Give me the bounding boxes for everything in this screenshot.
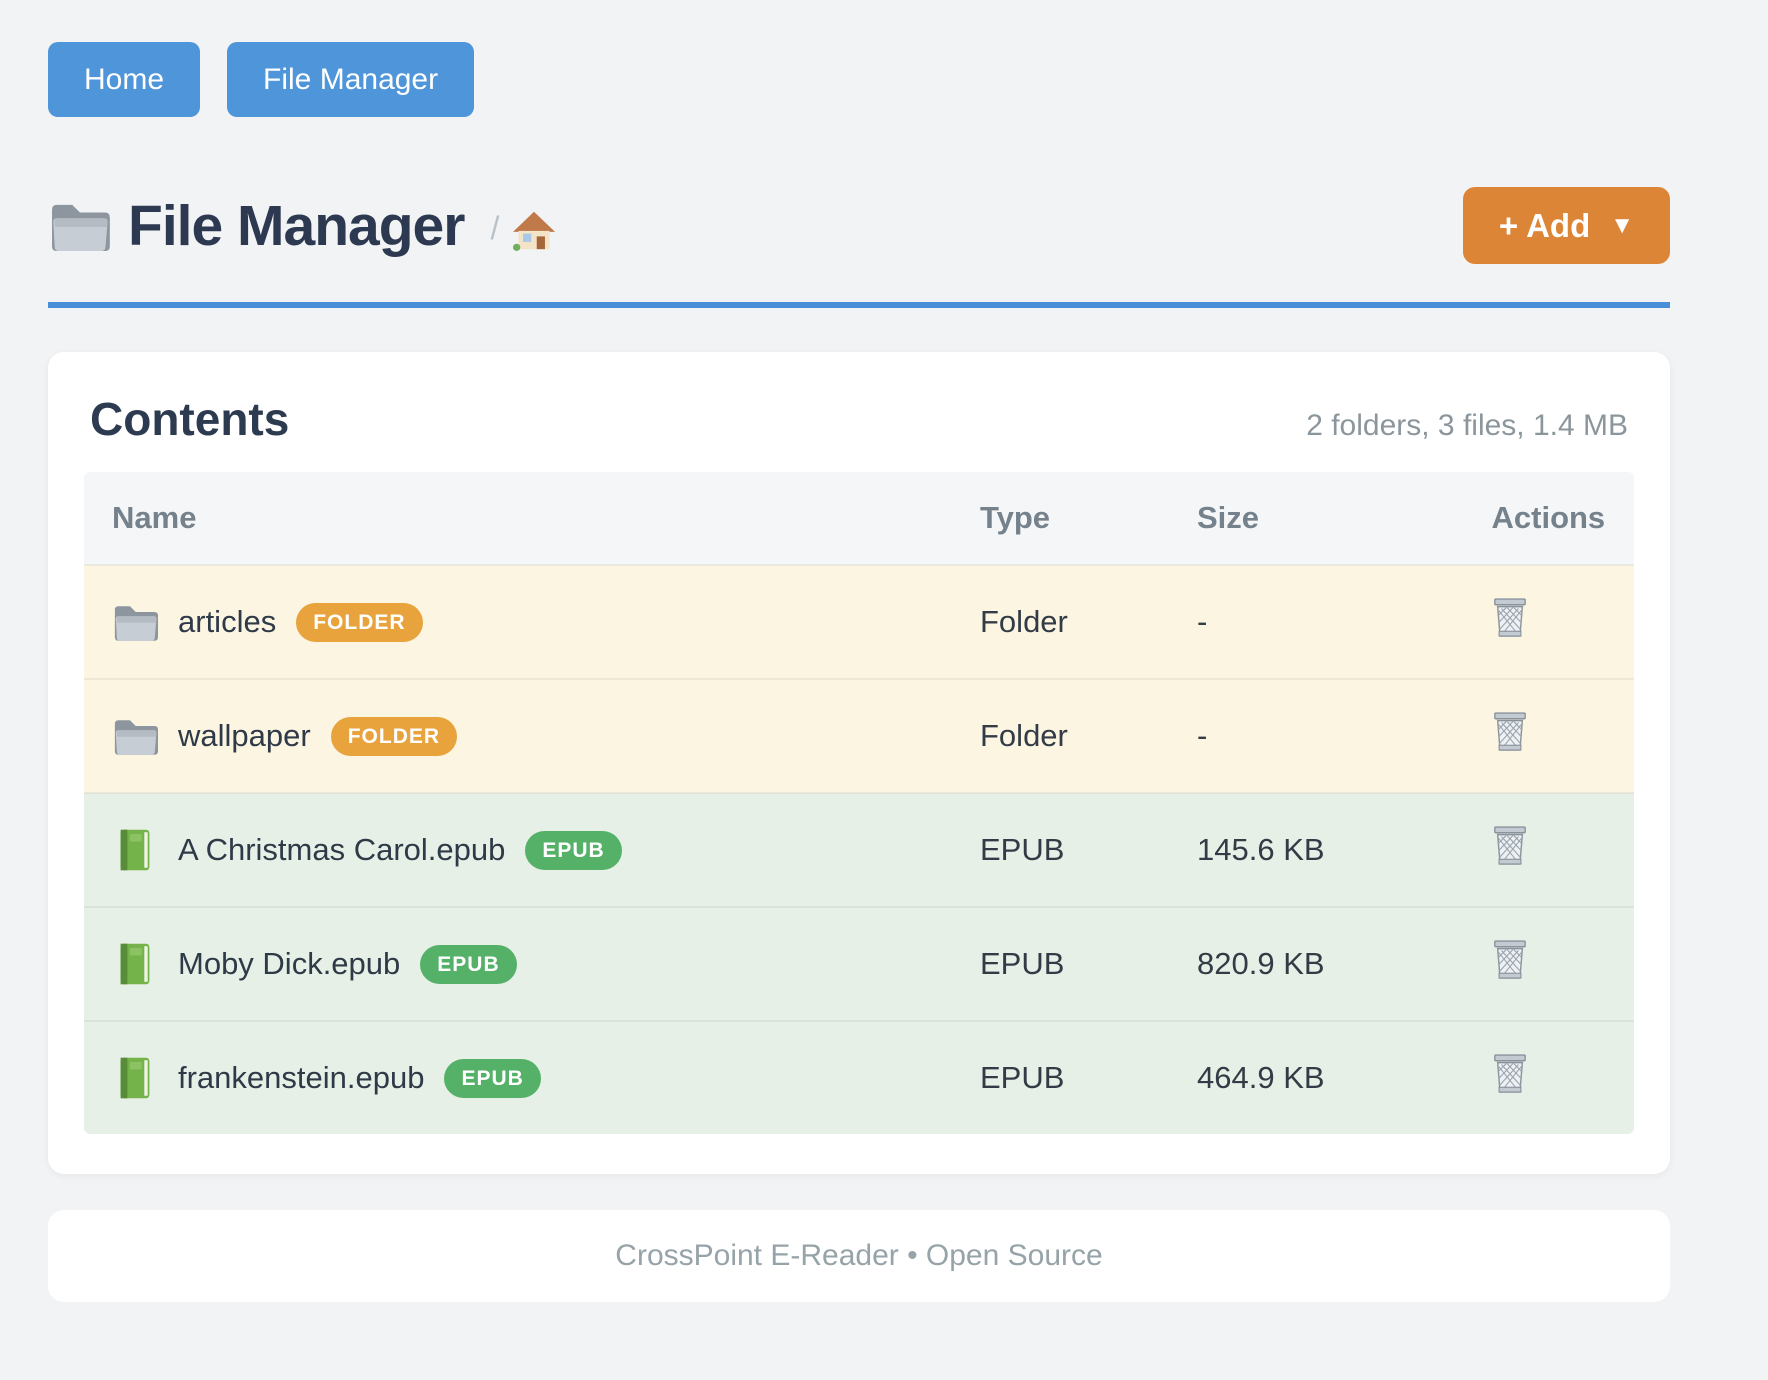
nav-file-manager-button[interactable]: File Manager — [227, 42, 475, 117]
contents-card: Contents 2 folders, 3 files, 1.4 MB Name… — [48, 352, 1670, 1174]
delete-button[interactable] — [1492, 711, 1528, 756]
table-row[interactable]: Moby Dick.epub EPUB EPUB 820.9 KB — [84, 907, 1634, 1021]
table-row[interactable]: wallpaper FOLDER Folder - — [84, 679, 1634, 793]
footer-text: CrossPoint E-Reader • Open Source — [615, 1239, 1103, 1272]
item-type: EPUB — [980, 1060, 1065, 1095]
epub-badge: EPUB — [525, 830, 622, 870]
contents-summary: 2 folders, 3 files, 1.4 MB — [1306, 409, 1628, 442]
item-name[interactable]: wallpaper — [178, 718, 311, 753]
column-header-type: Type — [952, 472, 1169, 565]
page-header: File Manager / + Add ▼ — [48, 187, 1670, 264]
book-icon — [112, 828, 158, 872]
table-row[interactable]: articles FOLDER Folder - — [84, 565, 1634, 679]
contents-card-header: Contents 2 folders, 3 files, 1.4 MB — [84, 392, 1634, 446]
item-type: EPUB — [980, 946, 1065, 981]
nav-home-button[interactable]: Home — [48, 42, 201, 117]
trash-icon — [1492, 1053, 1528, 1095]
add-button[interactable]: + Add ▼ — [1462, 187, 1670, 264]
delete-button[interactable] — [1492, 939, 1528, 984]
page-title: File Manager — [128, 193, 465, 258]
item-name[interactable]: A Christmas Carol.epub — [178, 832, 506, 867]
table-row[interactable]: frankenstein.epub EPUB EPUB 464.9 KB — [84, 1021, 1634, 1134]
trash-icon — [1492, 597, 1528, 639]
file-table: Name Type Size Actions articles FOLDER — [84, 472, 1634, 1134]
table-header-row: Name Type Size Actions — [84, 472, 1634, 565]
column-header-size: Size — [1169, 472, 1464, 565]
trash-icon — [1492, 825, 1528, 867]
table-row[interactable]: A Christmas Carol.epub EPUB EPUB 145.6 K… — [84, 793, 1634, 907]
item-size: - — [1197, 718, 1208, 753]
item-name[interactable]: frankenstein.epub — [178, 1060, 425, 1095]
item-type: EPUB — [980, 832, 1065, 867]
breadcrumb-separator: / — [490, 210, 500, 246]
delete-button[interactable] — [1492, 597, 1528, 642]
folder-icon — [112, 714, 158, 758]
page-container: Home File Manager File Manager / + Add ▼… — [48, 0, 1670, 1302]
trash-icon — [1492, 939, 1528, 981]
item-type: Folder — [980, 604, 1068, 639]
accent-divider — [48, 302, 1670, 308]
item-size: 820.9 KB — [1197, 946, 1325, 981]
title-group: File Manager / — [48, 193, 557, 259]
caret-down-icon: ▼ — [1610, 211, 1634, 239]
column-header-actions: Actions — [1463, 472, 1634, 565]
column-header-name: Name — [84, 472, 952, 565]
epub-badge: EPUB — [444, 1058, 541, 1098]
item-name[interactable]: articles — [178, 604, 277, 639]
item-type: Folder — [980, 718, 1068, 753]
trash-icon — [1492, 711, 1528, 753]
item-size: 464.9 KB — [1197, 1060, 1325, 1095]
folder-badge: FOLDER — [330, 716, 458, 756]
book-icon — [112, 1056, 158, 1100]
epub-badge: EPUB — [420, 944, 517, 984]
home-icon[interactable] — [511, 209, 557, 251]
folder-icon — [112, 600, 158, 644]
item-name[interactable]: Moby Dick.epub — [178, 946, 401, 981]
folder-icon — [48, 200, 110, 252]
book-icon — [112, 942, 158, 986]
folder-badge: FOLDER — [296, 602, 423, 642]
item-size: 145.6 KB — [1197, 832, 1325, 867]
add-button-label: + Add — [1498, 207, 1591, 244]
top-nav: Home File Manager — [48, 42, 1670, 117]
contents-title: Contents — [90, 393, 290, 445]
delete-button[interactable] — [1492, 825, 1528, 870]
delete-button[interactable] — [1492, 1053, 1528, 1098]
item-size: - — [1197, 604, 1208, 639]
footer: CrossPoint E-Reader • Open Source — [48, 1210, 1670, 1302]
